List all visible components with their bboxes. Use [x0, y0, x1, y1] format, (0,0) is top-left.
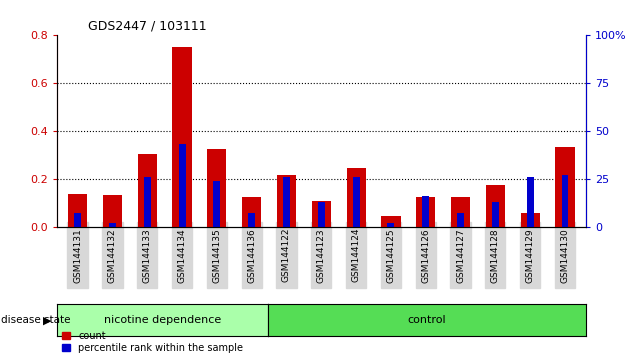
Bar — [74, 213, 81, 227]
Bar — [527, 177, 534, 227]
Bar — [422, 196, 429, 227]
Bar — [137, 154, 157, 227]
Bar — [178, 144, 185, 227]
Bar — [561, 175, 568, 227]
Bar — [68, 194, 87, 227]
Bar — [312, 201, 331, 227]
Bar — [416, 197, 435, 227]
Legend: count, percentile rank within the sample: count, percentile rank within the sample — [62, 331, 243, 353]
Bar — [492, 202, 499, 227]
Text: ▶: ▶ — [43, 315, 52, 325]
Bar — [109, 223, 116, 227]
Bar — [103, 195, 122, 227]
Bar — [486, 185, 505, 227]
Bar — [381, 216, 401, 227]
Bar — [318, 202, 325, 227]
Bar — [173, 47, 192, 227]
Text: nicotine dependence: nicotine dependence — [104, 315, 221, 325]
Bar — [144, 177, 151, 227]
Text: control: control — [408, 315, 447, 325]
Bar — [207, 149, 226, 227]
Text: disease state: disease state — [1, 315, 71, 325]
Bar — [248, 213, 255, 227]
Bar — [556, 147, 575, 227]
Bar — [346, 168, 365, 227]
Bar — [242, 197, 261, 227]
Bar — [277, 175, 296, 227]
Text: GDS2447 / 103111: GDS2447 / 103111 — [88, 19, 207, 33]
Bar — [214, 181, 220, 227]
Bar — [387, 223, 394, 227]
Bar — [353, 177, 360, 227]
Bar — [520, 213, 540, 227]
Bar — [451, 197, 470, 227]
Bar — [283, 177, 290, 227]
Bar — [457, 213, 464, 227]
